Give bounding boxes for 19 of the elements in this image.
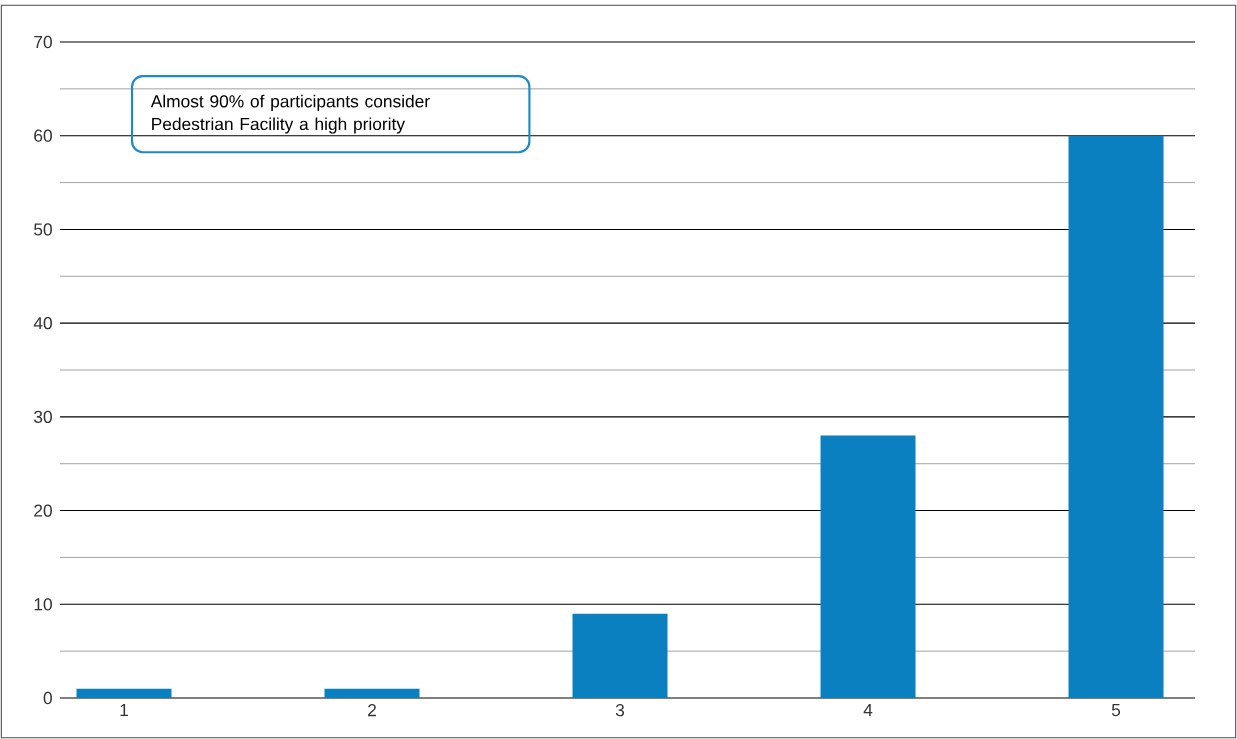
x-tick-label: 4 (863, 704, 873, 716)
y-tick-label: 70 (34, 35, 52, 49)
y-tick-label: 30 (34, 410, 52, 423)
bar (572, 613, 668, 698)
x-tick-label: 1 (120, 704, 128, 716)
bar (324, 688, 420, 698)
bar (820, 435, 916, 698)
x-tick-label: 3 (615, 704, 625, 717)
y-tick-label: 60 (34, 129, 52, 142)
bar (1068, 135, 1164, 698)
y-tick-label: 50 (34, 223, 52, 236)
x-tick-label: 5 (1111, 704, 1121, 717)
y-tick-label: 20 (34, 504, 52, 517)
y-tick-label: 0 (43, 691, 52, 705)
y-tick-label: 10 (34, 598, 52, 611)
x-tick-label: 2 (368, 704, 376, 717)
bar (76, 688, 172, 698)
y-tick-label: 40 (33, 317, 52, 330)
annotation: Almost 90% of participants consider Pedestrian Facility a high priority (150, 94, 430, 134)
